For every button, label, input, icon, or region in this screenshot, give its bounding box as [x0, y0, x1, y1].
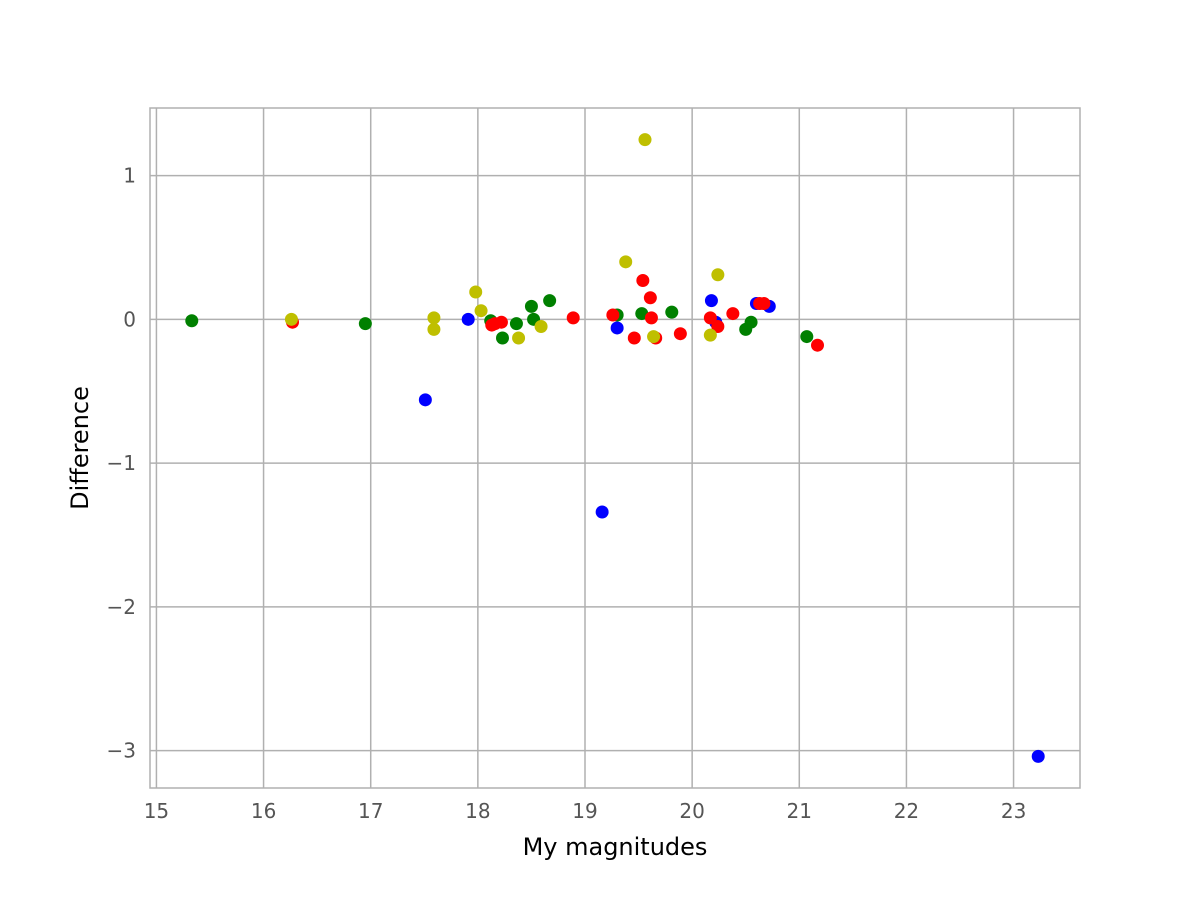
x-tick-label: 15 — [144, 799, 169, 823]
data-point — [704, 294, 718, 308]
data-point — [647, 330, 661, 344]
plot-frame — [149, 107, 1081, 789]
data-point — [461, 312, 475, 326]
data-point — [610, 321, 624, 335]
data-point — [595, 505, 609, 519]
x-tick-label: 21 — [787, 799, 812, 823]
y-tick-label: 1 — [123, 164, 136, 188]
data-point — [757, 297, 771, 311]
data-points — [185, 133, 1045, 763]
x-tick-label: 23 — [1001, 799, 1026, 823]
data-point — [512, 331, 526, 345]
data-point — [673, 327, 687, 341]
data-point — [566, 311, 580, 325]
data-point — [543, 294, 557, 308]
x-tick-label: 19 — [572, 799, 597, 823]
data-point — [534, 320, 548, 334]
x-tick-labels: 15 16 17 18 19 20 21 22 23 — [144, 799, 1027, 823]
data-point — [418, 393, 432, 407]
y-tick-label: 0 — [123, 307, 136, 331]
data-point — [427, 311, 441, 325]
data-point — [524, 299, 538, 313]
x-tick-label: 20 — [679, 799, 704, 823]
data-point — [703, 311, 717, 325]
data-point — [800, 330, 814, 344]
data-point — [711, 320, 725, 334]
y-tick-label: −2 — [107, 595, 136, 619]
data-point — [606, 308, 620, 322]
data-point — [627, 331, 641, 345]
data-point — [726, 307, 740, 321]
y-tick-label: −3 — [107, 739, 136, 763]
data-point — [619, 255, 633, 269]
data-point — [509, 317, 523, 331]
data-point — [811, 338, 824, 352]
data-point — [665, 305, 679, 319]
data-point — [469, 285, 483, 299]
data-point — [636, 274, 650, 288]
plot-background — [150, 108, 1080, 788]
data-point — [638, 133, 652, 147]
x-tick-label: 17 — [358, 799, 383, 823]
y-axis-label: Difference — [66, 386, 94, 510]
data-point — [643, 291, 657, 305]
series-3 — [284, 133, 725, 345]
data-point — [496, 331, 509, 345]
data-point — [744, 315, 758, 329]
x-tick-label: 16 — [251, 799, 276, 823]
y-tick-labels: 1 0 −1 −2 −3 — [107, 164, 136, 763]
data-point — [474, 304, 488, 318]
x-axis-label: My magnitudes — [523, 833, 708, 861]
y-tick-label: −1 — [107, 451, 136, 475]
x-tick-label: 22 — [894, 799, 919, 823]
data-point — [644, 311, 658, 325]
data-point — [284, 312, 298, 326]
data-point — [358, 317, 372, 331]
data-point — [427, 322, 441, 336]
data-point — [1031, 749, 1045, 763]
data-point — [703, 328, 717, 342]
data-point — [185, 314, 199, 328]
x-tick-label: 18 — [465, 799, 490, 823]
data-point — [711, 268, 725, 282]
data-point — [494, 315, 508, 329]
